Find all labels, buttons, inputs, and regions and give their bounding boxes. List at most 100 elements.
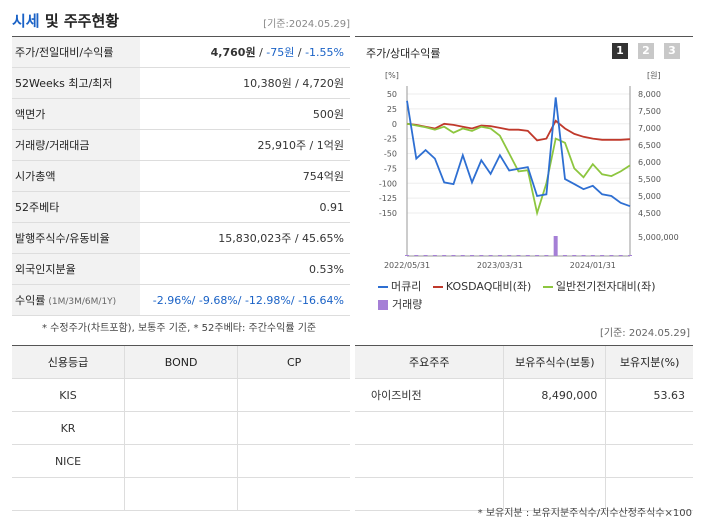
credit-cell — [237, 444, 350, 478]
volume-tick-label: 5,000,000 — [638, 233, 679, 242]
sector-line — [406, 122, 631, 217]
credit-cell — [124, 378, 239, 412]
volume-bar — [525, 255, 530, 256]
quote-value: -2.96%/ -9.68%/ -12.98%/ -16.64% — [140, 284, 350, 316]
holders-cell — [355, 444, 505, 478]
divider — [355, 345, 693, 346]
legend-kosdaq: KOSDAQ대비(좌) — [432, 280, 531, 293]
quote-value: 0.91 — [140, 191, 350, 223]
quote-value: 754억원 — [140, 160, 350, 192]
quote-note: * 수정주가(차트포함), 보통주 기준, * 52주베타: 주간수익률 기준 — [42, 323, 317, 334]
volume-bar — [572, 255, 577, 256]
credit-header: 신용등급 — [12, 346, 126, 379]
right-unit: [원] — [647, 71, 661, 80]
stock-line — [406, 97, 631, 208]
credit-cell — [237, 477, 350, 511]
holders-cell — [355, 411, 505, 445]
volume-bar — [553, 236, 558, 256]
volume-bar — [600, 255, 605, 256]
credit-cell: NICE — [12, 444, 126, 478]
quote-value: 4,760원 / -75원 / -1.55% — [140, 37, 350, 68]
volume-bar — [432, 255, 437, 256]
credit-header: BOND — [124, 346, 239, 379]
credit-cell — [124, 411, 239, 445]
volume-bar — [628, 255, 632, 256]
volume-bar — [405, 255, 409, 256]
volume-bar — [442, 255, 447, 256]
volume-bar — [609, 255, 614, 256]
legend-swatch — [432, 286, 443, 288]
quote-row: 52주베타 0.91 — [12, 191, 350, 223]
x-tick-label: 2023/03/31 — [477, 261, 523, 270]
holders-cell — [355, 477, 505, 511]
credit-cell — [124, 444, 239, 478]
right-tick-label: 6,500 — [638, 141, 661, 150]
major-holders-table: 주요주주 보유주식수(보통) 보유지분(%) 아이즈비전 8,490,000 53.63 — [355, 346, 693, 511]
table-row: KIS — [12, 378, 350, 412]
left-tick-label: -125 — [379, 194, 397, 203]
table-row — [355, 444, 693, 478]
quote-value: 15,830,023주 / 45.65% — [140, 222, 350, 254]
holders-header: 보유주식수(보통) — [503, 346, 607, 379]
volume-bar — [460, 255, 465, 256]
left-tick-label: -50 — [384, 150, 397, 159]
volume-bar — [516, 255, 521, 256]
holders-base-date: [기준: 2024.05.29] — [599, 328, 690, 339]
quote-label: 시가총액 — [12, 160, 140, 192]
holders-cell: 아이즈비전 — [355, 378, 505, 412]
quote-row: 액면가 500원 — [12, 98, 350, 130]
chart-title: 주가/상대수익률 — [366, 47, 441, 60]
credit-rating-table: 신용등급 BOND CP KIS KR NICE — [12, 346, 350, 511]
legend-swatch — [378, 300, 388, 310]
holders-cell — [503, 444, 607, 478]
holders-header: 보유지분(%) — [605, 346, 693, 379]
right-tick-label: 7,500 — [638, 107, 661, 116]
table-row: 아이즈비전 8,490,000 53.63 — [355, 378, 693, 412]
quote-label: 외국인지분율 — [12, 253, 140, 285]
volume-bar — [479, 255, 484, 256]
quote-label: 거래량/거래대금 — [12, 129, 140, 161]
divider — [12, 36, 350, 37]
right-tick-label: 5,500 — [638, 175, 661, 184]
legend-swatch — [378, 286, 388, 288]
volume-bar — [414, 255, 419, 256]
table-row — [12, 477, 350, 511]
holders-cell — [605, 411, 693, 445]
credit-cell — [237, 411, 350, 445]
table-row: KR — [12, 411, 350, 445]
credit-cell — [12, 477, 126, 511]
left-tick-label: -150 — [379, 209, 397, 218]
volume-bar — [590, 255, 595, 256]
chart-page-1[interactable]: 1 — [612, 43, 628, 59]
volume-bar — [470, 255, 475, 256]
credit-cell: KIS — [12, 378, 126, 412]
chart-page-2[interactable]: 2 — [638, 43, 654, 59]
quote-label: 발행주식수/유동비율 — [12, 222, 140, 254]
x-tick-label: 2024/01/31 — [570, 261, 616, 270]
holders-cell: 53.63 — [605, 378, 693, 412]
table-row — [355, 411, 693, 445]
credit-cell: KR — [12, 411, 126, 445]
volume-bar — [544, 255, 549, 256]
quote-table: 주가/전일대비/수익률 4,760원 / -75원 / -1.55% 52Weeks… — [12, 37, 350, 316]
divider — [355, 36, 693, 37]
chart-page-3[interactable]: 3 — [664, 43, 680, 59]
right-tick-label: 8,000 — [638, 90, 661, 99]
right-tick-label: 5,000 — [638, 192, 661, 201]
volume-bar — [562, 255, 567, 256]
legend-volume: 거래량 — [378, 296, 656, 312]
quote-row: 외국인지분율 0.53% — [12, 253, 350, 285]
holders-cell — [605, 444, 693, 478]
right-tick-label: 4,500 — [638, 209, 661, 218]
volume-bar — [488, 255, 493, 256]
quote-row: 수익률 (1M/3M/6M/1Y) -2.96%/ -9.68%/ -12.98%/… — [12, 284, 350, 316]
holders-footnote: * 보유지분 : 보유지분주식수/지수산정주식수×100 — [477, 508, 692, 519]
legend-swatch — [542, 286, 553, 288]
holders-cell — [605, 477, 693, 511]
credit-cell — [124, 477, 239, 511]
quote-row: 주가/전일대비/수익률 4,760원 / -75원 / -1.55% — [12, 37, 350, 68]
left-tick-label: -100 — [379, 179, 397, 188]
credit-header: CP — [237, 346, 350, 379]
volume-bar — [535, 255, 540, 256]
left-unit: [%] — [385, 71, 399, 80]
